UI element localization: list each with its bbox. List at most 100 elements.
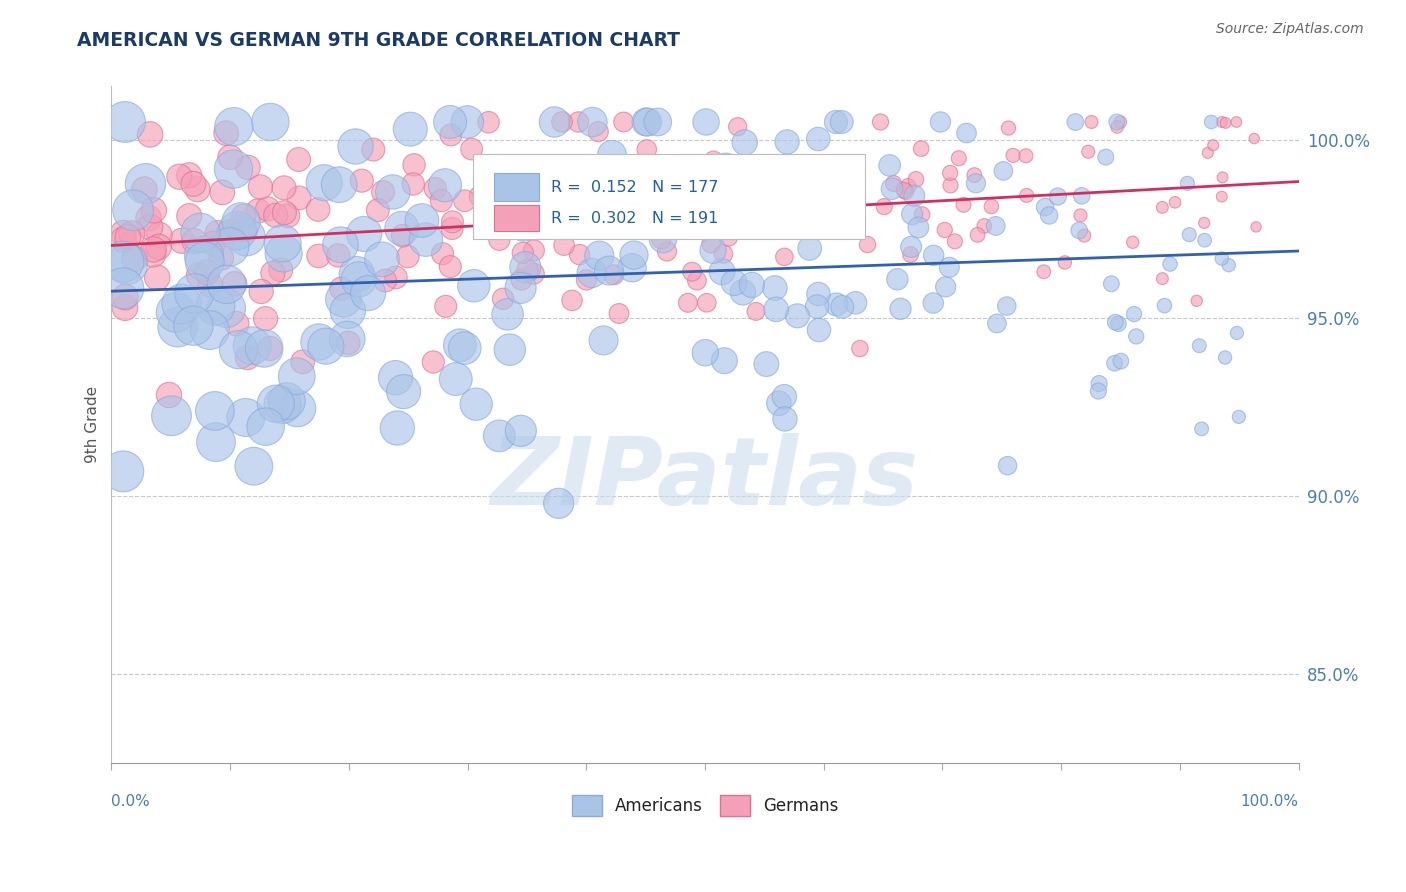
Point [609,192,631,206]
Point [1123,307,1146,321]
Point [734,136,756,150]
Point [509,424,531,438]
Point [235,410,257,425]
Point [733,176,755,190]
Point [117,230,139,244]
Point [1032,265,1054,279]
Point [948,151,970,165]
Point [1243,131,1265,145]
Point [955,126,977,140]
Point [901,207,924,221]
Point [1109,354,1132,368]
Point [228,343,250,357]
Point [845,295,868,310]
Point [232,210,254,224]
Point [636,142,658,156]
Point [273,246,295,260]
Point [510,272,533,286]
Point [308,249,330,263]
Point [202,236,225,251]
Point [939,178,962,193]
Point [307,202,329,217]
Point [385,270,408,285]
Point [900,240,922,254]
Point [1164,195,1187,210]
Point [337,335,360,350]
Point [122,203,145,218]
Point [112,226,135,240]
Point [218,240,240,254]
Point [980,200,1002,214]
Point [439,260,461,274]
Point [1227,409,1250,424]
Point [509,281,531,295]
Point [727,120,749,134]
Point [984,219,1007,233]
Point [1197,145,1219,160]
Point [613,115,636,129]
Point [270,262,292,277]
Point [402,177,425,191]
Text: ZIPatlas: ZIPatlas [491,433,920,524]
Point [112,281,135,295]
Point [392,384,415,399]
Point [1073,228,1095,243]
Point [929,115,952,129]
Point [903,188,925,202]
Point [441,215,464,229]
Point [460,142,482,156]
Point [441,221,464,235]
Point [204,404,226,418]
Point [737,211,759,226]
Point [603,268,626,282]
Point [609,158,631,172]
Point [271,398,294,412]
Point [1199,115,1222,129]
Point [170,297,193,311]
Point [775,194,797,209]
Point [1177,177,1199,191]
Point [235,230,257,244]
Point [384,370,406,384]
Point [346,267,368,281]
Point [336,332,359,346]
Point [1178,227,1201,242]
Point [253,342,276,356]
Point [198,277,221,292]
Point [900,247,922,261]
Point [755,357,778,371]
Point [353,227,375,241]
Point [904,172,927,186]
Point [454,341,477,355]
Point [374,274,396,288]
Point [742,169,765,183]
Point [478,220,501,235]
Point [717,194,740,209]
FancyBboxPatch shape [474,154,865,239]
Point [387,421,409,435]
Point [835,160,858,174]
Point [344,139,367,153]
Point [614,206,637,220]
Point [1212,170,1234,185]
Point [183,318,205,333]
Point [264,397,287,411]
Point [1080,115,1102,129]
Point [603,210,626,224]
Point [112,254,135,268]
Point [148,228,170,243]
Point [768,396,790,410]
Point [468,189,491,203]
Point [1194,233,1216,247]
Point [195,265,218,279]
Point [350,174,373,188]
Point [1107,120,1129,134]
Point [922,248,945,262]
Point [222,162,245,177]
Point [637,195,659,210]
Point [254,419,277,434]
Point [997,121,1019,136]
Point [488,233,510,247]
Text: 100.0%: 100.0% [1240,794,1299,809]
Point [547,160,569,174]
